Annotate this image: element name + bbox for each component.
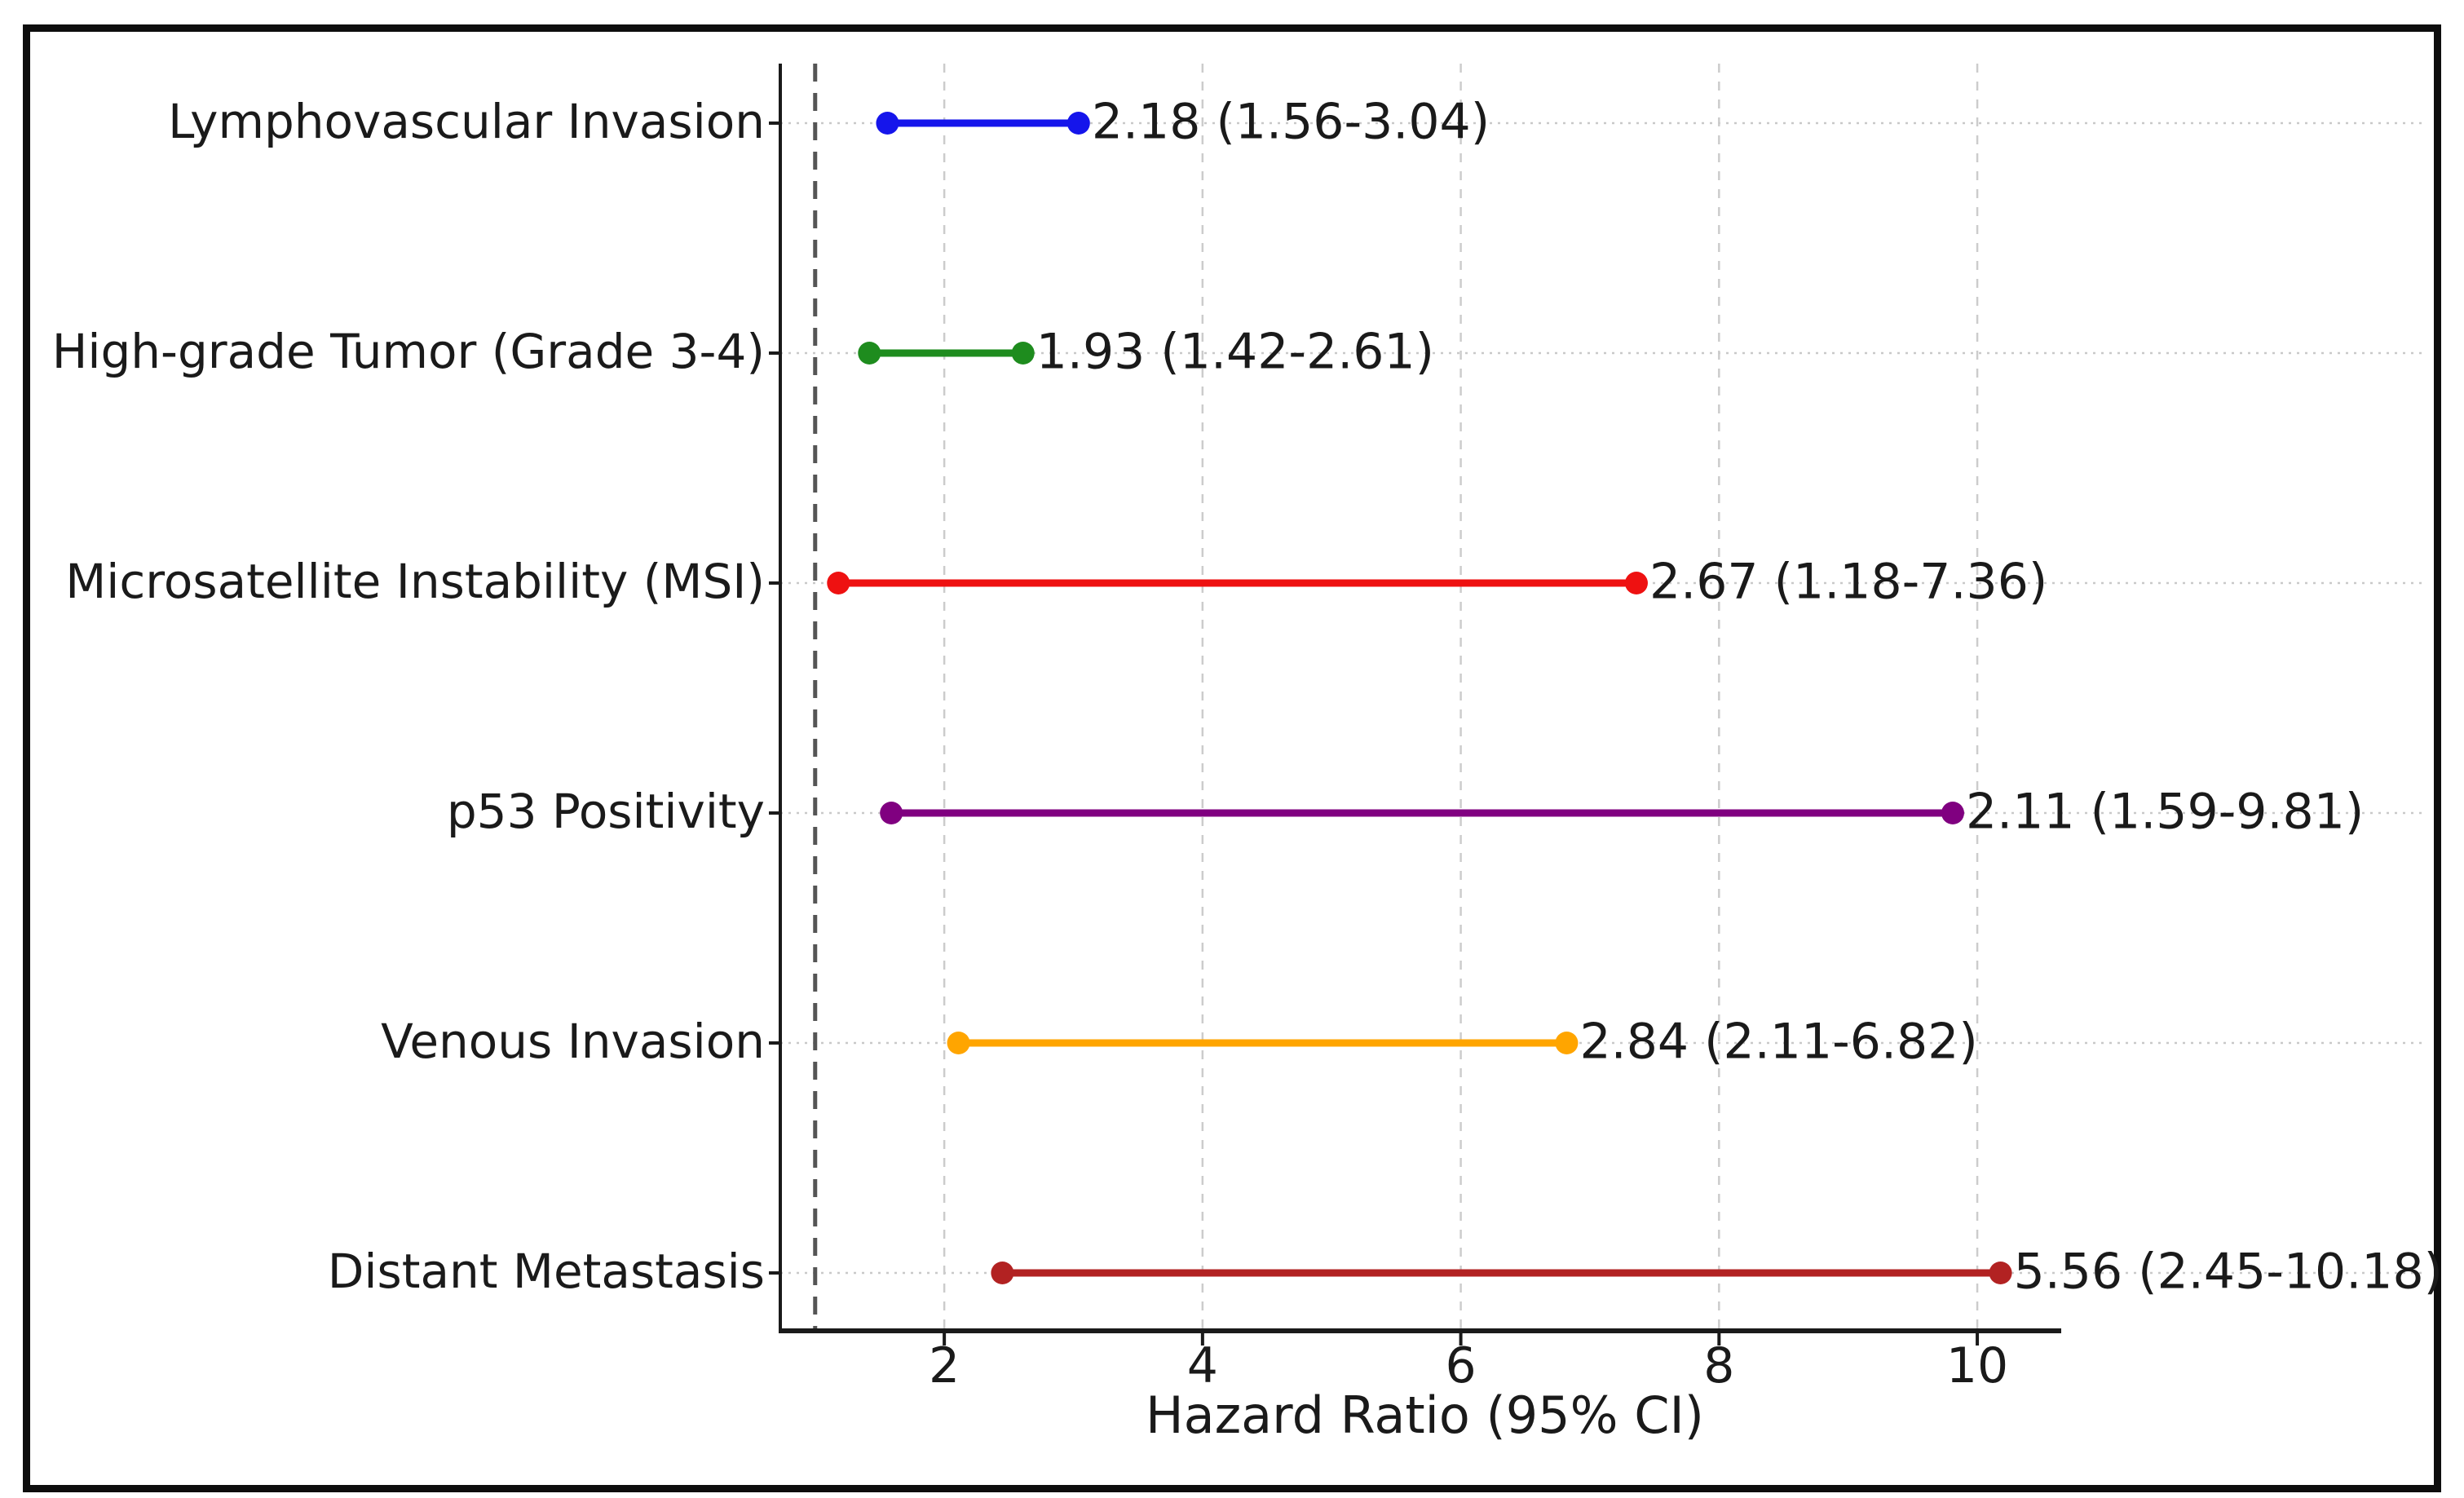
hr-value-label: 1.93 (1.42-2.61) [1035, 323, 1435, 381]
x-tick-label: 6 [1445, 1337, 1477, 1394]
ci-low-dot [858, 342, 881, 365]
ci-low-dot [880, 802, 903, 824]
ci-high-dot [1066, 112, 1090, 135]
hr-value-label: 2.67 (1.18-7.36) [1649, 553, 2048, 611]
x-axis-title: Hazard Ratio (95% CI) [1146, 1385, 1704, 1445]
hr-value-label: 2.84 (2.11-6.82) [1579, 1013, 1978, 1071]
axis-tick-marks [769, 122, 1980, 1346]
x-tick-label: 10 [1945, 1337, 2009, 1394]
ci-high-dot [1624, 572, 1648, 594]
category-label: Distant Metastasis [327, 1243, 765, 1299]
x-tick-label: 8 [1703, 1337, 1735, 1394]
ci-low-dot [947, 1032, 970, 1054]
hr-value-label: 5.56 (2.45-10.18) [2013, 1243, 2444, 1301]
category-label: Venous Invasion [381, 1013, 765, 1069]
ci-high-dot [1011, 342, 1035, 365]
vertical-gridlines [943, 64, 1979, 1331]
axis-spines [779, 64, 2061, 1333]
ci-high-dot [1941, 802, 1964, 824]
category-label: Lymphovascular Invasion [168, 93, 765, 149]
ci-high-dot [1989, 1262, 2012, 1284]
ci-ranges [827, 112, 2012, 1284]
hr-value-label: 2.11 (1.59-9.81) [1965, 783, 2365, 841]
horizontal-gridlines [780, 122, 2426, 1275]
ci-low-dot [876, 112, 899, 135]
hr-value-label: 2.18 (1.56-3.04) [1091, 93, 1490, 151]
category-label: Microsatellite Instability (MSI) [65, 553, 765, 609]
ci-low-dot [827, 572, 850, 594]
figure-border-frame [23, 24, 2441, 1492]
ci-high-dot [1555, 1032, 1579, 1054]
x-tick-label: 2 [929, 1337, 960, 1394]
x-tick-label: 4 [1186, 1337, 1218, 1394]
category-label: High-grade Tumor (Grade 3-4) [51, 323, 765, 379]
category-label: p53 Positivity [446, 783, 765, 839]
ci-low-dot [991, 1262, 1014, 1284]
